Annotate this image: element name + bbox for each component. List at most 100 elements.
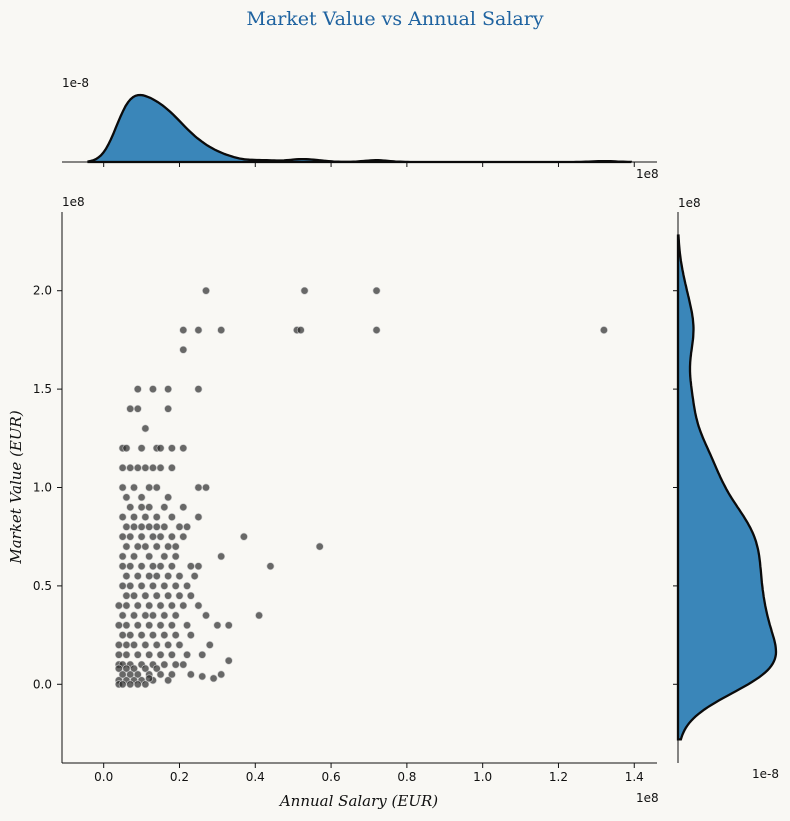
- top-marginal-scale-label: 1e-8: [62, 76, 89, 90]
- scatter-point: [217, 326, 226, 334]
- scatter-point: [114, 650, 123, 659]
- scatter-point: [255, 611, 263, 620]
- scatter-point: [137, 562, 146, 571]
- scatter-point: [224, 656, 233, 665]
- scatter-point: [133, 385, 142, 394]
- scatter-point: [141, 611, 150, 620]
- scatter-point: [179, 326, 188, 334]
- scatter-point: [202, 286, 210, 295]
- scatter-point: [372, 286, 381, 295]
- scatter-point: [130, 591, 138, 600]
- scatter-point: [145, 601, 154, 610]
- scatter-point: [145, 572, 154, 580]
- salary-density-curve: [87, 93, 633, 164]
- scatter-point: [126, 463, 135, 472]
- y-tick-label: 0.5: [33, 579, 52, 593]
- scatter-point: [183, 581, 191, 590]
- scatter-point: [137, 532, 146, 541]
- scatter-point: [183, 522, 191, 531]
- scatter-point: [118, 483, 127, 492]
- scatter-point: [171, 660, 180, 669]
- scatter-point: [130, 641, 138, 649]
- scatter-point: [175, 591, 184, 600]
- x-tick-label: 0.6: [322, 770, 341, 784]
- x-axis-label: Annual Salary (EUR): [278, 792, 438, 810]
- scatter-point: [194, 601, 203, 610]
- scatter-point: [149, 532, 157, 541]
- main-axes: 1e8 1e8 Annual Salary (EUR) Market Value…: [7, 195, 659, 810]
- scatter-point: [118, 670, 127, 679]
- scatter-point: [137, 493, 146, 502]
- scatter-point: [126, 631, 135, 639]
- scatter-point: [133, 542, 142, 551]
- scatter-point: [164, 493, 173, 502]
- scatter-point: [205, 641, 214, 649]
- scatter-point: [152, 641, 161, 649]
- scatter-point: [141, 680, 150, 689]
- scatter-point: [156, 650, 165, 659]
- scatter-point: [122, 641, 131, 649]
- scatter-point: [122, 650, 131, 659]
- scatter-point: [296, 326, 305, 334]
- scatter-point: [114, 641, 123, 649]
- scatter-point: [179, 345, 188, 354]
- scatter-point: [152, 522, 161, 531]
- scatter-point: [315, 542, 324, 551]
- scatter-point: [160, 611, 169, 620]
- scatter-point: [168, 601, 176, 610]
- scatter-point: [137, 631, 146, 639]
- scatter-point: [186, 591, 195, 600]
- scatter-point: [266, 562, 275, 571]
- scatter-point: [175, 572, 184, 580]
- x-tick-label: 0.0: [94, 770, 113, 784]
- scatter-point: [141, 641, 150, 649]
- scatter-point: [600, 326, 608, 334]
- x-scale-label: 1e8: [636, 791, 659, 805]
- scatter-point: [190, 572, 199, 580]
- scatter-point: [164, 676, 173, 685]
- scatter-point: [133, 601, 142, 610]
- scatter-point: [152, 513, 161, 521]
- scatter-point: [171, 552, 180, 561]
- y-tick-label: 1.5: [33, 382, 52, 396]
- x-tick-label: 0.2: [170, 770, 189, 784]
- top-marginal-axis-scale-label: 1e8: [636, 167, 659, 181]
- scatter-point: [160, 631, 169, 639]
- scatter-point: [118, 463, 127, 472]
- scatter-point: [126, 503, 135, 512]
- scatter-point: [149, 463, 157, 472]
- scatter-point: [194, 385, 203, 394]
- scatter-point: [141, 542, 150, 551]
- y-tick-label: 0.0: [33, 677, 52, 691]
- scatter-point: [186, 631, 195, 639]
- scatter-point: [168, 562, 176, 571]
- y-tick-label: 1.0: [33, 481, 52, 495]
- scatter-point: [179, 532, 188, 541]
- y-tick-label: 2.0: [33, 284, 52, 298]
- scatter-point: [194, 513, 203, 521]
- scatter-point: [183, 650, 191, 659]
- scatter-point: [130, 664, 138, 673]
- scatter-point: [133, 621, 142, 630]
- scatter-point: [156, 532, 165, 541]
- scatter-point: [198, 672, 207, 681]
- scatter-point: [137, 522, 146, 531]
- scatter-point: [171, 542, 180, 551]
- scatter-point: [164, 385, 173, 394]
- scatter-point: [130, 522, 138, 531]
- scatter-point: [145, 674, 154, 683]
- scatter-point: [137, 503, 146, 512]
- scatter-point: [122, 572, 131, 580]
- scatter-point: [213, 621, 222, 630]
- scatter-point: [175, 641, 184, 649]
- scatter-point: [171, 611, 180, 620]
- scatter-point: [114, 601, 123, 610]
- x-tick-label: 1.0: [473, 770, 492, 784]
- scatter-point: [122, 664, 131, 673]
- scatter-point: [194, 326, 203, 334]
- scatter-point: [152, 572, 161, 580]
- scatter-point: [183, 621, 191, 630]
- scatter-point: [118, 581, 127, 590]
- scatter-point: [168, 532, 176, 541]
